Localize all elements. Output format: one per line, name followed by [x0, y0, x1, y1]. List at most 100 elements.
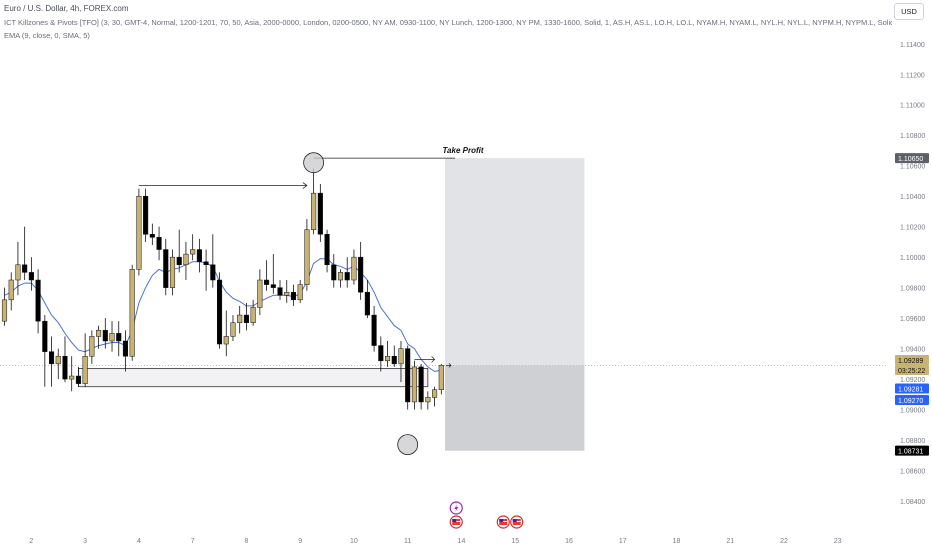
- price-badge-label: 1.09270: [898, 398, 923, 405]
- candle: [82, 333, 88, 387]
- candle-body: [243, 314, 249, 323]
- candle: [109, 321, 115, 352]
- candle-body: [122, 340, 129, 357]
- candle-body: [284, 291, 290, 296]
- time-axis-label: 10: [350, 538, 358, 545]
- candle: [237, 305, 243, 334]
- candle: [136, 188, 142, 276]
- entry-arrow: [414, 356, 436, 363]
- swing-high-circle: [303, 152, 325, 174]
- candle-body: [28, 272, 34, 281]
- candle-body: [223, 336, 229, 345]
- event-lightning-icon[interactable]: [449, 501, 463, 515]
- candle: [418, 363, 424, 410]
- candle: [42, 315, 48, 387]
- candle: [75, 366, 81, 387]
- price-axis-tick: 1.10000: [900, 255, 925, 262]
- candle-body: [264, 279, 270, 285]
- candle-body: [337, 272, 344, 281]
- price-badge-bg: [895, 395, 929, 405]
- take-profit-zone: [445, 158, 585, 366]
- candle: [250, 299, 256, 326]
- candle: [364, 280, 370, 319]
- candle-body: [136, 195, 142, 270]
- candle-body: [8, 279, 14, 301]
- candle-body: [203, 261, 209, 266]
- indicator-ema-legend[interactable]: EMA (9, close, 0, SMA, 5): [4, 31, 90, 40]
- ema-line: [4, 258, 442, 373]
- take-profit-label: Take Profit: [442, 146, 483, 155]
- candle-body: [230, 322, 236, 337]
- candle: [35, 269, 41, 334]
- candle: [183, 241, 189, 281]
- event-us-flag-icon[interactable]: [449, 515, 463, 529]
- candle-body: [317, 192, 323, 235]
- candle: [156, 226, 162, 261]
- flag-canton: [499, 519, 504, 522]
- candle: [290, 284, 297, 306]
- candle-body: [75, 375, 81, 384]
- candle: [297, 280, 303, 303]
- price-badge-label: 1.10650: [898, 156, 923, 163]
- candle: [304, 219, 310, 291]
- candle: [62, 336, 68, 383]
- candle-body: [304, 229, 310, 285]
- price-badge-label: 1.09281: [898, 387, 923, 394]
- candle-body: [129, 269, 135, 357]
- candle: [270, 254, 276, 294]
- price-badge-bg: [895, 365, 929, 376]
- candle-body: [270, 284, 276, 288]
- candle: [22, 226, 28, 281]
- price-badge-label: 1.09289: [898, 358, 923, 365]
- candle: [8, 272, 14, 311]
- indicator-killzones-legend[interactable]: ICT Killzones & Pivots [TFO] (3, 30, GMT…: [4, 18, 892, 27]
- candle-body: [344, 272, 350, 281]
- candle: [277, 280, 283, 300]
- candle-body: [62, 355, 68, 380]
- candle-body: [237, 314, 243, 323]
- candle-body: [55, 355, 61, 365]
- candle-body: [216, 279, 223, 345]
- candle: [96, 325, 102, 349]
- candle: [169, 249, 176, 296]
- candle-body: [364, 291, 370, 316]
- candle: [1, 287, 8, 326]
- time-axis-label: 2: [29, 538, 33, 545]
- candle-body: [116, 333, 122, 342]
- candle-body: [290, 291, 297, 301]
- event-us-flag-icon[interactable]: [510, 515, 524, 529]
- time-axis-label: 3: [83, 538, 87, 545]
- price-badge-bg: [895, 355, 929, 366]
- flag-canton: [452, 519, 457, 522]
- candle-body: [1, 299, 8, 322]
- candle: [411, 360, 417, 410]
- candle-body: [297, 284, 303, 301]
- price-badge-label: 1.08731: [898, 449, 923, 456]
- candle-body: [432, 389, 438, 398]
- candle: [210, 234, 216, 288]
- candle: [116, 321, 122, 357]
- candle-body: [176, 256, 182, 266]
- candle-body: [371, 314, 377, 346]
- symbol-title[interactable]: Euro / U.S. Dollar, 4h, FOREX.com: [4, 4, 129, 13]
- candle-body: [190, 249, 196, 255]
- price-badge-bg: [895, 153, 929, 164]
- sweep-low-circle: [397, 434, 419, 456]
- candle: [223, 310, 229, 357]
- candle: [311, 168, 317, 235]
- candle-body: [324, 234, 330, 266]
- candle-body: [143, 195, 149, 235]
- candle: [391, 345, 397, 367]
- time-axis-label: 21: [726, 538, 734, 545]
- demand-zone-box: [78, 368, 429, 388]
- candle: [230, 315, 236, 341]
- candle: [405, 345, 411, 410]
- price-axis-tick: 1.10600: [900, 164, 925, 171]
- currency-button[interactable]: USD: [894, 3, 924, 20]
- event-us-flag-icon[interactable]: [496, 515, 510, 529]
- time-axis-label: 17: [619, 538, 627, 545]
- candle: [15, 241, 21, 296]
- price-axis-tick: 1.11400: [900, 42, 925, 49]
